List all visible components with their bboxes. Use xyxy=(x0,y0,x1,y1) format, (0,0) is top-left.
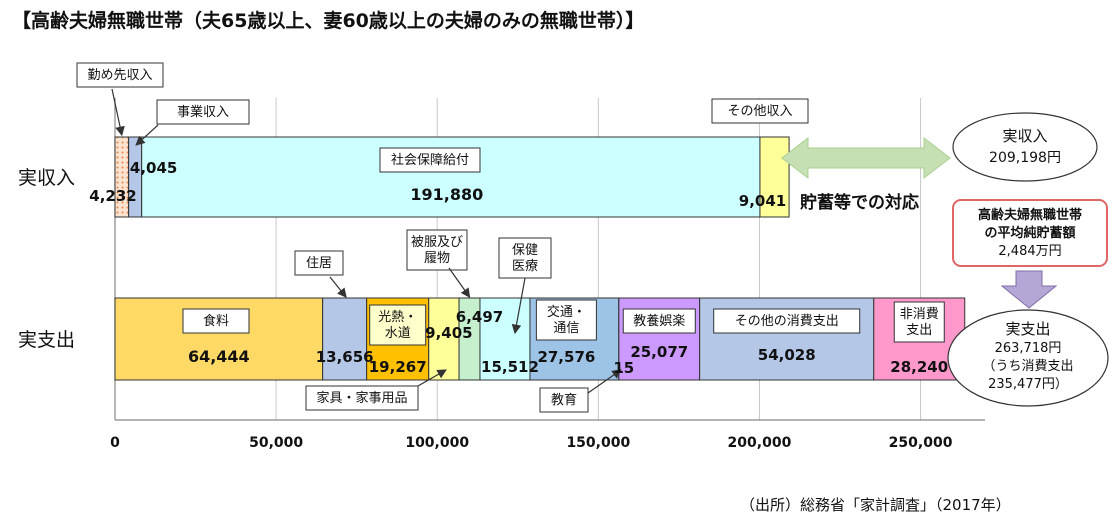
category-label-box xyxy=(182,308,250,334)
expense-total-text: 263,718円 xyxy=(995,341,1062,356)
x-tick-label: 150,000 xyxy=(566,435,630,451)
category-label: 医療 xyxy=(512,259,538,274)
category-label: 水道 xyxy=(385,326,411,341)
callout-arrow xyxy=(587,369,622,394)
bar-segment xyxy=(759,136,790,218)
assets-box xyxy=(952,199,1108,267)
value-label: 27,576 xyxy=(537,348,595,366)
expense-ellipse xyxy=(947,309,1109,407)
x-tick-label: 100,000 xyxy=(405,435,469,451)
bar-segment xyxy=(322,297,368,381)
category-label-box xyxy=(498,237,552,279)
value-label: 191,880 xyxy=(410,185,483,204)
x-tick-label: 250,000 xyxy=(889,435,953,451)
expense-total-text: 235,477円） xyxy=(988,377,1068,392)
row-label: 実支出 xyxy=(18,329,75,351)
category-label-box xyxy=(893,301,945,343)
category-label: その他収入 xyxy=(727,104,792,119)
assets-text: の平均純貯蓄額 xyxy=(984,225,1075,241)
category-label-box xyxy=(76,62,164,88)
callout-arrow xyxy=(135,124,159,146)
category-label: 社会保障給付 xyxy=(391,152,469,168)
category-label-box xyxy=(369,304,427,346)
down-arrow-shape xyxy=(1000,270,1058,309)
callout-arrow xyxy=(417,369,447,387)
x-tick-label: 200,000 xyxy=(728,435,792,451)
value-label: 9,041 xyxy=(739,192,786,210)
category-label-box xyxy=(379,147,481,173)
callout-arrow xyxy=(448,267,471,298)
category-label: 食料 xyxy=(203,313,229,329)
expense-total-text: 実支出 xyxy=(1005,320,1050,338)
value-label: 13,656 xyxy=(316,348,374,366)
expense-total-text: （うち消費支出 xyxy=(982,359,1073,374)
category-label: 家具・家事用品 xyxy=(316,390,407,406)
value-label: 9,405 xyxy=(425,324,472,342)
savings-annotation: 貯蓄等での対応 xyxy=(800,192,919,213)
category-label: 支出 xyxy=(906,323,932,338)
category-label: 勤め先収入 xyxy=(87,68,152,83)
value-label: 4,232 xyxy=(89,187,136,205)
x-tick-label: 50,000 xyxy=(249,435,303,451)
bar-segment xyxy=(479,297,531,381)
value-label: 4,045 xyxy=(130,159,177,177)
callout-arrow xyxy=(511,277,526,335)
category-label: 通信 xyxy=(553,321,579,336)
category-label: 非消費 xyxy=(900,307,939,322)
value-label: 19,267 xyxy=(369,358,427,376)
x-tick-label: 0 xyxy=(110,435,120,451)
row-label: 実収入 xyxy=(18,167,75,189)
category-label: 保健 xyxy=(512,243,538,258)
income-total-label: 実収入 xyxy=(1002,127,1047,145)
bar-segment xyxy=(128,136,143,218)
category-label: 事業収入 xyxy=(177,104,229,120)
value-label: 25,077 xyxy=(630,343,688,361)
category-label: 履物 xyxy=(424,251,450,266)
callout-arrow xyxy=(329,276,347,298)
value-label: 54,028 xyxy=(758,346,816,364)
category-label: 教育 xyxy=(551,392,577,408)
category-label: 光熱・ xyxy=(378,310,417,325)
category-label: 教養娯楽 xyxy=(633,313,685,329)
category-label-box xyxy=(713,308,861,334)
category-label-box xyxy=(156,99,250,125)
value-label: 64,444 xyxy=(188,347,250,366)
category-label: 住居 xyxy=(306,256,332,271)
chart-title: 【高齢夫婦無職世帯（夫65歳以上、妻60歳以上の夫婦のみの無職世帯）】 xyxy=(12,10,645,32)
assets-text: 2,484万円 xyxy=(998,244,1061,259)
value-label: 6,497 xyxy=(456,308,503,326)
assets-text: 高齢夫婦無職世帯 xyxy=(978,207,1082,223)
category-label-box xyxy=(406,229,468,271)
source-note: （出所）総務省「家計調査」（2017年） xyxy=(740,496,1011,514)
income-ellipse xyxy=(952,112,1098,182)
value-label: 28,240 xyxy=(890,358,948,376)
category-label-box xyxy=(622,308,696,334)
category-label-box xyxy=(294,250,344,276)
value-label: 15,512 xyxy=(481,358,539,376)
bar-segment xyxy=(114,136,130,218)
double-arrow-shape xyxy=(781,136,951,180)
category-label: 交通・ xyxy=(547,304,586,320)
category-label: 被服及び xyxy=(411,235,463,250)
callout-arrow xyxy=(111,88,125,137)
value-label: 15 xyxy=(613,359,634,377)
bar-segment xyxy=(428,297,460,381)
income-total-value: 209,198円 xyxy=(989,150,1061,166)
category-label: その他の消費支出 xyxy=(735,314,839,329)
category-label-box xyxy=(305,385,419,411)
category-label-box xyxy=(535,299,597,341)
category-label-box xyxy=(711,98,809,124)
category-label-box xyxy=(539,387,589,413)
